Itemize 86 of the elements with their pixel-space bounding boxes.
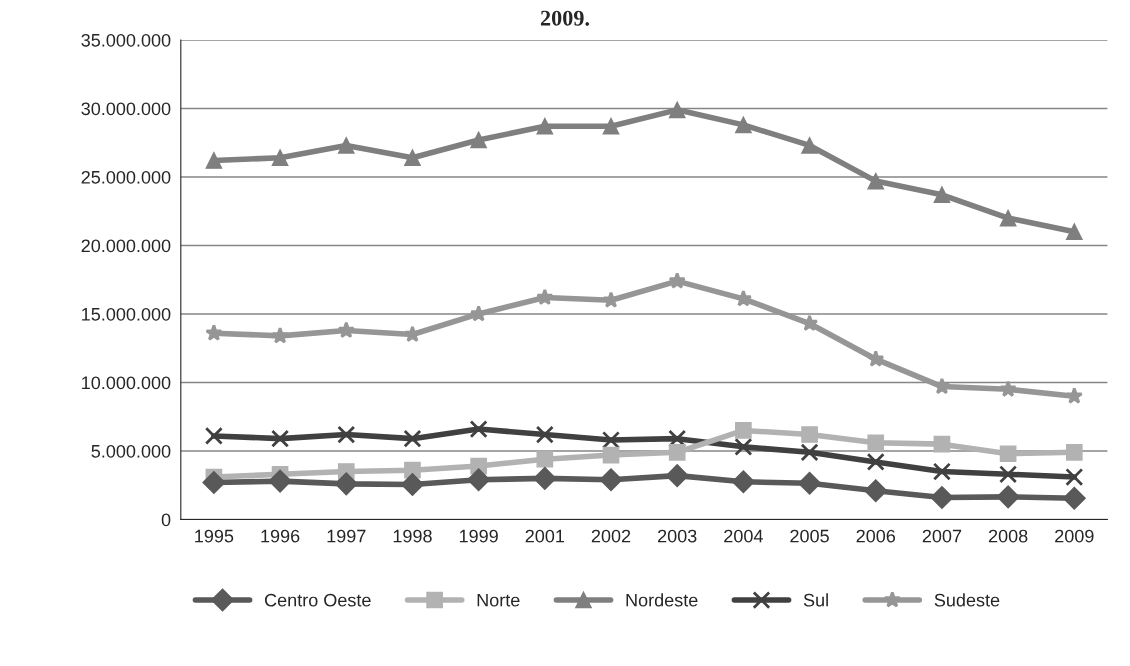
x-tick-label: 2001	[525, 529, 565, 543]
point	[470, 131, 487, 149]
point	[801, 426, 818, 443]
x-tick-label: 2008	[988, 529, 1028, 543]
point	[601, 430, 621, 450]
y-tick-label: 10.000.000	[82, 376, 171, 390]
point	[933, 186, 951, 204]
point	[996, 485, 1020, 509]
point	[999, 445, 1017, 463]
point	[535, 425, 554, 444]
y-tick-label: 35.000.000	[81, 33, 171, 47]
point	[668, 444, 686, 461]
point	[800, 443, 819, 462]
point	[469, 420, 488, 439]
x-tick-label: 2002	[591, 529, 631, 543]
point	[933, 435, 951, 453]
x-tick-label: 1998	[393, 529, 432, 543]
point	[801, 137, 818, 154]
legend-label: Norte	[477, 593, 520, 607]
point	[599, 468, 623, 492]
x-tick-label: 1995	[195, 529, 234, 543]
x-tick-label: 2007	[922, 529, 962, 543]
legend-label: Sudeste	[934, 593, 1000, 607]
y-tick-label: 25.000.000	[81, 170, 171, 184]
chart-title: 2009.	[540, 10, 590, 26]
point	[999, 465, 1018, 484]
point	[867, 350, 885, 367]
point	[798, 471, 822, 495]
point	[337, 425, 356, 444]
x-tick-label: 1997	[327, 529, 366, 543]
point	[864, 479, 888, 503]
x-tick-label: 2006	[856, 529, 896, 543]
point	[735, 422, 752, 439]
point	[467, 468, 491, 492]
point	[602, 446, 620, 464]
y-tick-label: 0	[161, 513, 171, 527]
point	[1065, 387, 1083, 404]
point	[602, 117, 620, 135]
x-tick-label: 2003	[658, 529, 697, 543]
point	[665, 464, 689, 488]
point	[1065, 444, 1083, 461]
point	[867, 434, 885, 452]
point	[268, 469, 292, 493]
point	[536, 450, 554, 468]
x-tick-label: 1999	[459, 529, 498, 543]
point	[668, 101, 686, 119]
point	[1062, 486, 1086, 510]
point	[930, 486, 954, 510]
point	[205, 152, 223, 169]
point	[668, 272, 686, 289]
point	[734, 437, 753, 456]
point	[1065, 467, 1084, 487]
point	[731, 470, 755, 494]
x-tick-label: 1996	[261, 529, 300, 543]
point	[204, 426, 223, 445]
point	[202, 470, 226, 494]
point	[536, 288, 554, 306]
point	[271, 326, 289, 344]
x-tick-label: 2005	[790, 529, 829, 543]
x-tick-label: 2004	[724, 529, 763, 543]
point	[866, 452, 885, 471]
point	[271, 149, 289, 167]
point	[205, 324, 223, 341]
point	[334, 472, 358, 496]
x-tick-label: 2009	[1055, 529, 1094, 543]
y-tick-label: 20.000.000	[81, 239, 171, 253]
point	[999, 209, 1017, 227]
legend-label: Centro Oeste	[264, 593, 371, 607]
y-tick-label: 5.000.000	[91, 444, 171, 458]
point	[999, 380, 1017, 397]
point	[271, 429, 290, 448]
point	[536, 117, 554, 135]
point	[404, 149, 421, 167]
y-tick-label: 30.000.000	[81, 102, 171, 116]
y-tick-label: 15.000.000	[82, 307, 171, 321]
point	[337, 137, 355, 154]
point	[1065, 223, 1083, 241]
point	[932, 462, 951, 481]
legend-label: Nordeste	[626, 593, 698, 607]
legend-label: Sul	[803, 593, 828, 607]
point	[403, 429, 422, 448]
point	[400, 473, 424, 497]
point	[867, 172, 885, 190]
point	[533, 466, 557, 490]
point	[735, 116, 752, 134]
point	[337, 321, 355, 338]
